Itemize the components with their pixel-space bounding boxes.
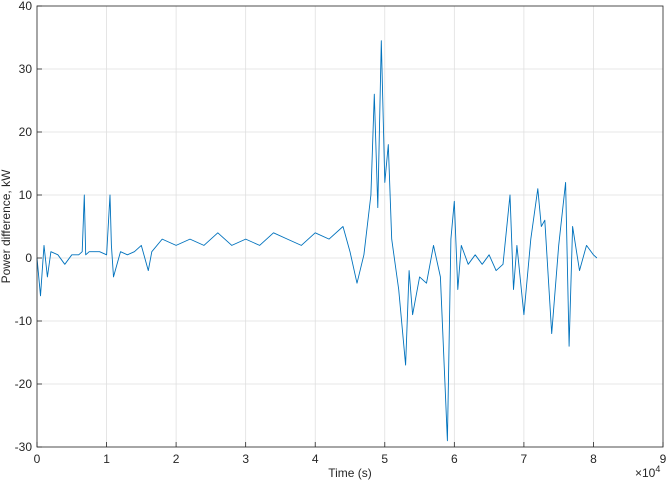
y-tick-label: 30 — [19, 62, 33, 76]
y-tick-label: -30 — [15, 440, 33, 454]
plot-frame — [36, 5, 664, 448]
x-tick-label: 4 — [312, 452, 319, 466]
y-axis-label: Power difference, kW — [0, 169, 13, 283]
y-tick-label: 20 — [19, 125, 33, 139]
y-tick-label: 40 — [19, 0, 33, 13]
series-line-0 — [36, 40, 598, 442]
x-axis-exponent-base: ×10 — [635, 466, 656, 480]
data-series — [36, 40, 598, 442]
y-tick-label: 10 — [19, 188, 33, 202]
x-tick-label: 0 — [34, 452, 41, 466]
y-tick-label: 0 — [25, 251, 32, 265]
x-tick-label: 3 — [242, 452, 249, 466]
x-tick-label: 2 — [173, 452, 180, 466]
x-tick-label: 6 — [451, 452, 458, 466]
y-axis-ticks: -30 -20 -10 0 10 20 30 40 — [15, 0, 42, 454]
x-axis-exponent: ×104 — [635, 464, 660, 480]
x-tick-label: 8 — [590, 452, 597, 466]
x-axis-ticks: 0 1 2 3 4 5 6 7 8 9 — [34, 442, 667, 466]
y-tick-label: -20 — [15, 377, 33, 391]
x-tick-label: 7 — [521, 452, 528, 466]
x-axis-exponent-power: 4 — [655, 464, 660, 474]
y-tick-label: -10 — [15, 314, 33, 328]
x-axis-label: Time (s) — [328, 466, 372, 480]
x-tick-label: 9 — [660, 452, 667, 466]
x-tick-label: 1 — [103, 452, 110, 466]
x-tick-label: 5 — [381, 452, 388, 466]
